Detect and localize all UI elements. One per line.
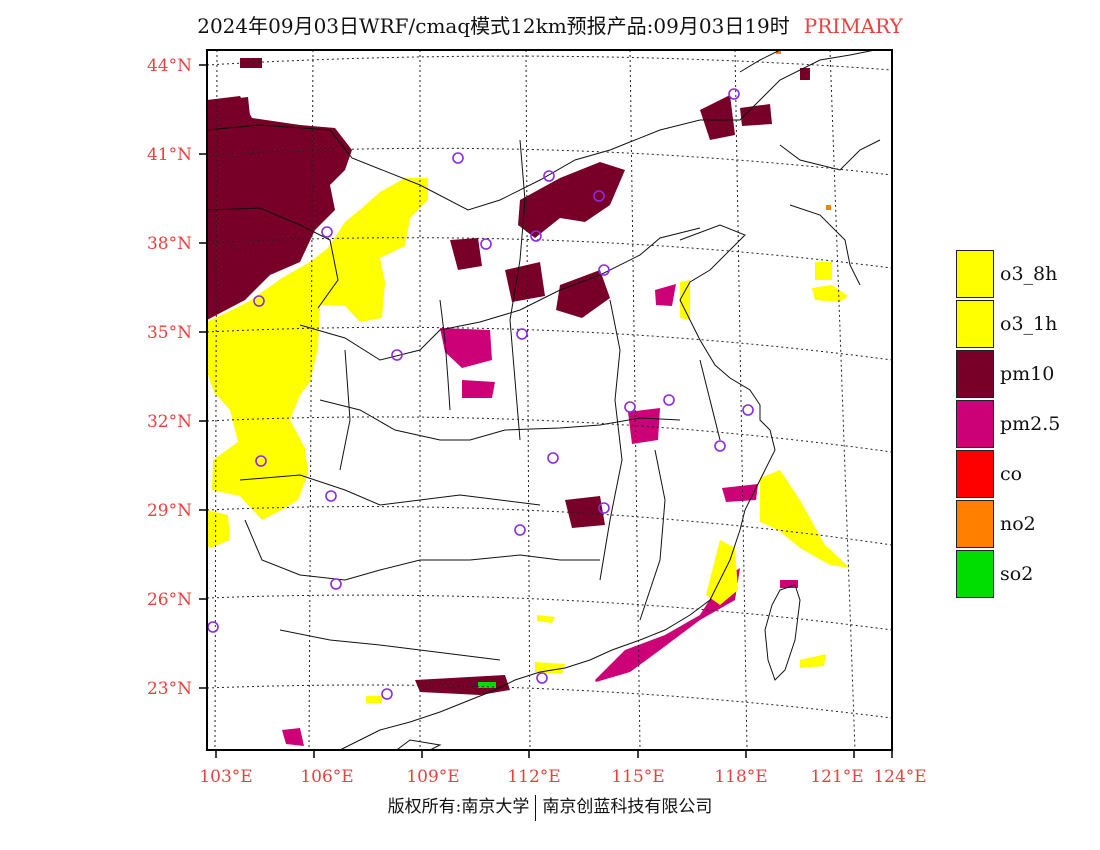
lat-label-38: 38°N [147, 234, 192, 254]
lon-label-124: 124°E [873, 767, 926, 787]
plot-frame [206, 49, 893, 751]
credit-separator [535, 794, 537, 821]
lat-label-32: 32°N [147, 412, 192, 432]
lon-label-121: 121°E [810, 767, 863, 787]
legend-item-so2: so2 [956, 549, 1096, 599]
lon-label-115: 115°E [611, 767, 664, 787]
no2-field [776, 50, 831, 210]
legend-swatch [956, 550, 994, 598]
lon-label-106: 106°E [300, 767, 353, 787]
legend-swatch [956, 300, 994, 348]
copyright-credit: 版权所有:南京大学 南京创蓝科技有限公司 [0, 792, 1100, 821]
legend-label: pm2.5 [1000, 413, 1061, 435]
lon-label-112: 112°E [507, 767, 560, 787]
boundaries [207, 50, 881, 750]
lon-axis: 103°E 106°E 109°E 112°E 115°E 118°E 121°… [199, 750, 927, 787]
legend-label: co [1000, 463, 1023, 485]
so2-field [478, 682, 496, 688]
legend-swatch [956, 450, 994, 498]
o3-field [207, 178, 850, 703]
lat-label-23: 23°N [147, 679, 192, 699]
legend-label: no2 [1000, 513, 1036, 535]
map-title: 2024年09月03日WRF/cmaq模式12km预报产品:09月03日19时 P… [0, 10, 1100, 39]
lat-label-26: 26°N [147, 590, 192, 610]
lon-label-118: 118°E [714, 767, 767, 787]
legend-item-no2: no2 [956, 499, 1096, 549]
lon-label-109: 109°E [406, 767, 459, 787]
legend-swatch [956, 400, 994, 448]
title-tag: PRIMARY [803, 14, 903, 38]
legend-label: so2 [1000, 563, 1034, 585]
lon-label-103: 103°E [199, 767, 252, 787]
lat-label-29: 29°N [147, 501, 192, 521]
legend-item-pm2-5: pm2.5 [956, 399, 1096, 449]
legend-label: o3_8h [1000, 263, 1058, 285]
station-markers [207, 88, 754, 700]
legend-swatch [956, 250, 994, 298]
legend-label: pm10 [1000, 363, 1055, 385]
pm25-field [282, 284, 798, 746]
lat-label-35: 35°N [147, 323, 192, 343]
credit-left: 版权所有:南京大学 [387, 797, 530, 817]
legend-label: o3_1h [1000, 313, 1058, 335]
graticule [207, 50, 892, 750]
pm10-field [207, 58, 810, 695]
credit-right: 南京创蓝科技有限公司 [542, 797, 713, 817]
legend-swatch [956, 500, 994, 548]
title-text: 2024年09月03日WRF/cmaq模式12km预报产品:09月03日19时 [197, 14, 790, 38]
legend-item-co: co [956, 449, 1096, 499]
legend-item-o3-8h: o3_8h [956, 249, 1096, 299]
legend-swatch [956, 350, 994, 398]
lat-label-41: 41°N [147, 145, 192, 165]
pollutant-legend: o3_8h o3_1h pm10 pm2.5 co no2 so2 [956, 249, 1096, 599]
legend-item-pm10: pm10 [956, 349, 1096, 399]
lat-label-44: 44°N [147, 56, 192, 76]
lat-axis: 44°N 41°N 38°N 35°N 32°N 29°N 26°N 23°N [147, 56, 207, 699]
legend-item-o3-1h: o3_1h [956, 299, 1096, 349]
